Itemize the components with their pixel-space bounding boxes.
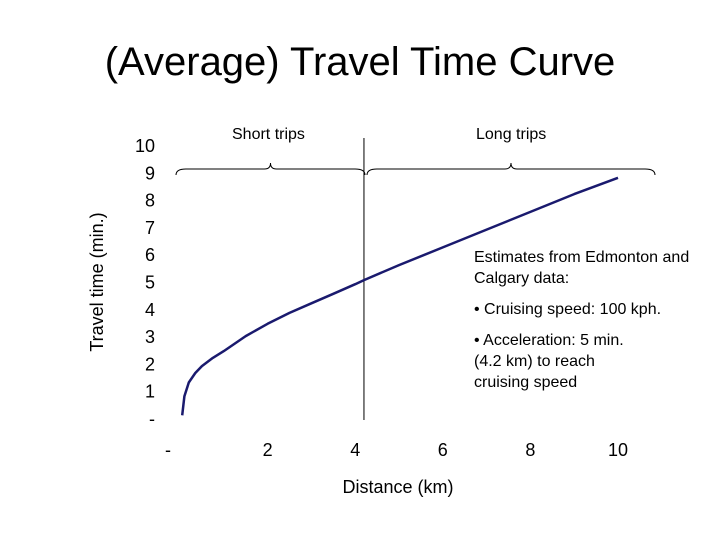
note-cruising-speed: • Cruising speed: 100 kph. [474,301,662,318]
y-tick-label: 2 [145,354,155,374]
y-tick-label: 7 [145,218,155,238]
x-tick-label: - [165,440,171,460]
notes-heading: Estimates from Edmonton and Calgary data… [474,249,690,287]
long-trips-brace [366,162,656,176]
travel-time-series-line [180,176,619,416]
y-tick-label: 6 [145,245,155,265]
y-tick-label: 1 [145,382,155,402]
y-tick-label: 3 [145,327,155,347]
y-tick-label: 8 [145,191,155,211]
y-tick-label: - [149,409,155,429]
note-acceleration: • Acceleration: 5 min. (4.2 km) to reach… [474,332,624,391]
x-tick-label: 2 [263,440,273,460]
y-tick-label: 10 [135,136,155,156]
y-tick-label: 5 [145,273,155,293]
slide-title: (Average) Travel Time Curve [104,40,616,84]
short-trips-label: Short trips [232,126,305,143]
x-tick-label: 8 [525,440,535,460]
y-axis-label: Travel time (min.) [87,212,107,351]
long-trips-label: Long trips [476,126,547,143]
x-tick-label: 4 [350,440,360,460]
x-tick-label: 10 [608,440,628,460]
y-tick-label: 4 [145,300,155,320]
notes-panel: Estimates from Edmonton and Calgary data… [474,247,714,393]
y-tick-label: 9 [145,163,155,183]
short-trips-brace [175,162,366,176]
x-axis-label: Distance (km) [342,477,453,497]
x-tick-label: 6 [438,440,448,460]
